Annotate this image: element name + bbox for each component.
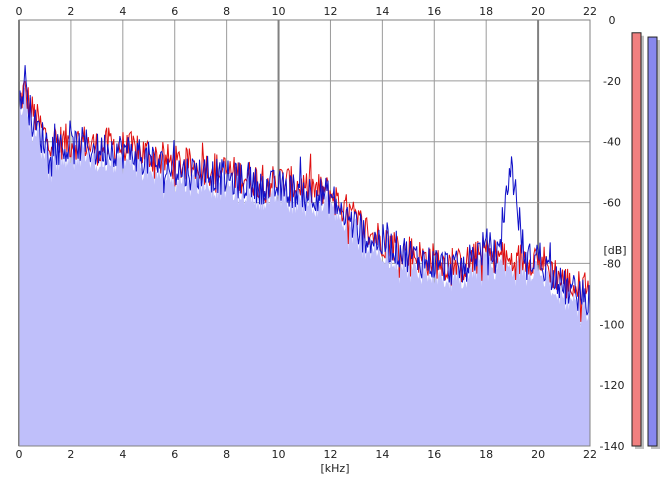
x-tick-label-top: 14	[375, 5, 389, 18]
y-tick-label: -40	[603, 136, 621, 149]
y-tick-label: -20	[603, 75, 621, 88]
x-tick-label-bottom: 6	[171, 448, 178, 461]
meter-left-channel	[631, 32, 642, 447]
x-tick-label-bottom: 10	[272, 448, 286, 461]
x-tick-label-top: 8	[223, 5, 230, 18]
x-tick-label-top: 20	[531, 5, 545, 18]
x-tick-label-bottom: 16	[427, 448, 441, 461]
x-tick-label-bottom: 22	[583, 448, 597, 461]
x-tick-label-bottom: 12	[323, 448, 337, 461]
y-tick-label: -120	[600, 379, 625, 392]
x-tick-label-top: 10	[272, 5, 286, 18]
y-tick-label: -60	[603, 197, 621, 210]
x-tick-label-top: 18	[479, 5, 493, 18]
x-tick-label-bottom: 2	[67, 448, 74, 461]
y-tick-label: -100	[600, 318, 625, 331]
x-tick-label-bottom: 20	[531, 448, 545, 461]
x-tick-label-top: 22	[583, 5, 597, 18]
y-axis-label: [dB]	[603, 244, 626, 257]
plot-frame	[18, 19, 591, 447]
x-tick-label-bottom: 18	[479, 448, 493, 461]
series-right-line	[18, 65, 591, 316]
x-tick-label-top: 2	[67, 5, 74, 18]
x-tick-label-top: 12	[323, 5, 337, 18]
y-tick-label: -80	[603, 257, 621, 270]
level-meters	[631, 32, 660, 449]
x-tick-label-bottom: 4	[119, 448, 126, 461]
y-tick-label: 0	[609, 14, 616, 27]
y-axis-right: 0 -20 -40 -60 -80 -100 -120 -140	[600, 14, 625, 453]
x-axis-bottom: 0 2 4 6 8 10 12 14 16 18 20 22	[16, 448, 598, 461]
x-axis-top: 0 2 4 6 8 10 12 14 16 18 20 22	[16, 5, 598, 18]
x-tick-label-bottom: 14	[375, 448, 389, 461]
x-tick-label-top: 4	[119, 5, 126, 18]
x-axis-label: [kHz]	[321, 462, 350, 475]
y-tick-label: -140	[600, 440, 625, 453]
x-tick-label-top: 6	[171, 5, 178, 18]
series-group	[18, 65, 591, 322]
x-tick-label-top: 16	[427, 5, 441, 18]
spectrum-fill-area	[19, 87, 590, 447]
x-tick-label-bottom: 8	[223, 448, 230, 461]
x-tick-label-top: 0	[16, 5, 23, 18]
meter-right-channel	[647, 36, 658, 447]
x-tick-label-bottom: 0	[16, 448, 23, 461]
